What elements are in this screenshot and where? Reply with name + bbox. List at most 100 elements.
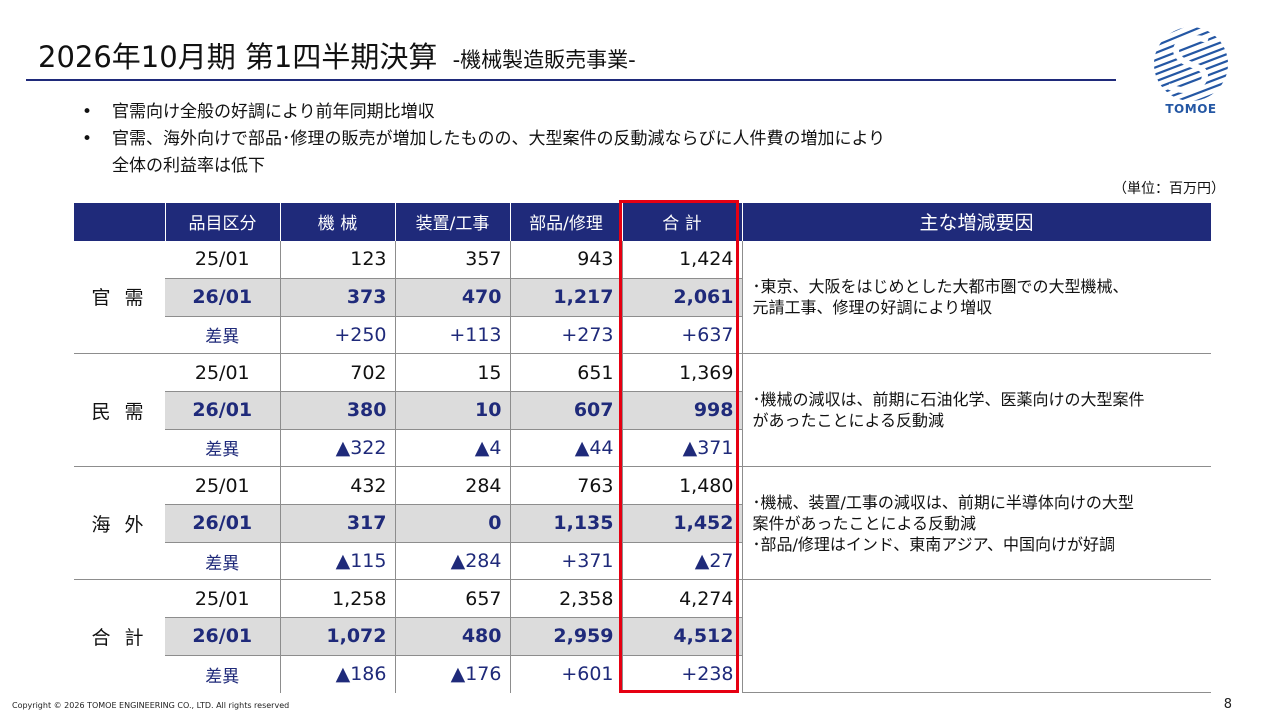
value-cell: 432 <box>280 466 396 505</box>
summary-bullets: • 官需向け全般の好調により前年同期比増収 • 官需、海外向けで部品･修理の販売が増… <box>82 99 885 180</box>
value-cell: 763 <box>510 466 623 505</box>
value-cell: 702 <box>280 353 396 392</box>
period-cell: 25/01 <box>165 466 281 505</box>
value-cell: +113 <box>395 316 511 355</box>
value-cell: ▲284 <box>395 542 511 581</box>
table-row: 合 計 25/01 1,258 657 2,358 4,274 <box>74 579 1211 694</box>
table-row: 官 需 25/01 123 357 943 1,424 ･東京、大阪をはじめとした大都市圏で… <box>74 240 1211 355</box>
table-row: 差異 ▲115 ▲284 +371 ▲27 <box>74 542 1211 581</box>
value-cell: +250 <box>280 316 396 355</box>
sales-table: 品目区分 機 械 装置/工事 部品/修理 合 計 主な増減要因 官 需 25/01… <box>74 203 1212 694</box>
factor-line: ･東京、大阪をはじめとした大都市圏での大型機械、 <box>752 276 1129 296</box>
table-row: 差異 +250 +113 +273 +637 <box>74 316 1211 355</box>
table-row: 海 外 25/01 432 284 763 1,480 ･機械、装置/工事の減収は、前期に半… <box>74 466 1211 581</box>
table-row: 差異 ▲186 ▲176 +601 +238 <box>74 655 1211 693</box>
value-cell: +238 <box>622 655 743 693</box>
factor-cell: ･機械の減収は、前期に石油化学、医薬向けの大型案件 があったことによる反動減 <box>742 353 1211 468</box>
factor-line: ･部品/修理はインド、東南アジア、中国向けが好調 <box>752 534 1116 554</box>
table-row: 26/01 317 0 1,135 1,452 <box>74 504 1211 543</box>
value-cell: ▲44 <box>510 429 623 468</box>
value-cell: 998 <box>622 391 743 430</box>
value-cell: 2,061 <box>622 278 743 317</box>
table-row: 26/01 1,072 480 2,959 4,512 <box>74 617 1211 656</box>
bullet-text-continued: 全体の利益率は低下 <box>112 156 265 176</box>
value-cell: 123 <box>280 240 396 279</box>
value-cell: 15 <box>395 353 511 392</box>
copyright: Copyright © 2026 TOMOE ENGINEERING CO., … <box>12 701 290 710</box>
factor-line: 元請工事、修理の好調により増収 <box>752 297 993 317</box>
logo-text: TOMOE <box>1165 102 1217 116</box>
table-row: 差異 ▲322 ▲4 ▲44 ▲371 <box>74 429 1211 468</box>
period-cell: 26/01 <box>165 617 281 656</box>
value-cell: +637 <box>622 316 743 355</box>
period-cell: 25/01 <box>165 353 281 392</box>
value-cell: 284 <box>395 466 511 505</box>
value-cell: 0 <box>395 504 511 543</box>
value-cell: 373 <box>280 278 396 317</box>
value-cell: 1,424 <box>622 240 743 279</box>
value-cell: 2,959 <box>510 617 623 656</box>
factor-cell <box>742 579 1211 694</box>
bullet-text: 官需向け全般の好調により前年同期比増収 <box>112 102 435 122</box>
value-cell: 317 <box>280 504 396 543</box>
table-header-row: 品目区分 機 械 装置/工事 部品/修理 合 計 主な増減要因 <box>74 203 1212 241</box>
value-cell: 943 <box>510 240 623 279</box>
value-cell: 480 <box>395 617 511 656</box>
value-cell: ▲186 <box>280 655 396 693</box>
bullet-item: • 官需向け全般の好調により前年同期比増収 <box>82 99 885 126</box>
value-cell: 657 <box>395 579 511 619</box>
value-cell: 2,358 <box>510 579 623 619</box>
title-subtitle: -機械製造販売事業- <box>452 48 636 72</box>
segment-label: 官 需 <box>74 240 165 355</box>
title-main: 2026年10月期 第1四半期決算 <box>38 40 438 74</box>
value-cell: +273 <box>510 316 623 355</box>
value-cell: +601 <box>510 655 623 693</box>
page-title: 2026年10月期 第1四半期決算 -機械製造販売事業- <box>38 34 636 76</box>
header-blank <box>74 203 166 241</box>
title-divider <box>26 79 1116 81</box>
factor-line: ･機械の減収は、前期に石油化学、医薬向けの大型案件 <box>752 390 1145 410</box>
factor-line: 案件があったことによる反動減 <box>752 513 977 533</box>
period-cell: 26/01 <box>165 504 281 543</box>
header-factors: 主な増減要因 <box>742 203 1212 241</box>
value-cell: 380 <box>280 391 396 430</box>
table-row: 26/01 373 470 1,217 2,061 <box>74 278 1211 317</box>
value-cell: ▲371 <box>622 429 743 468</box>
value-cell: ▲322 <box>280 429 396 468</box>
page-number: 8 <box>1223 697 1232 712</box>
value-cell: +371 <box>510 542 623 581</box>
period-cell: 26/01 <box>165 278 281 317</box>
period-cell: 差異 <box>165 429 281 468</box>
segment-label: 民 需 <box>74 353 165 468</box>
period-cell: 差異 <box>165 316 281 355</box>
period-cell: 25/01 <box>165 240 281 279</box>
bullet-marker: • <box>82 102 93 122</box>
factor-line: ･機械、装置/工事の減収は、前期に半導体向けの大型 <box>752 492 1134 512</box>
value-cell: 1,072 <box>280 617 396 656</box>
header-period: 品目区分 <box>165 203 281 241</box>
factor-line: があったことによる反動減 <box>752 411 945 431</box>
value-cell: 1,135 <box>510 504 623 543</box>
segment-label: 海 外 <box>74 466 165 581</box>
value-cell: 4,274 <box>622 579 743 619</box>
value-cell: 4,512 <box>622 617 743 656</box>
value-cell: 1,258 <box>280 579 396 619</box>
value-cell: ▲27 <box>622 542 743 581</box>
header-total: 合 計 <box>622 203 743 241</box>
table-row: 民 需 25/01 702 15 651 1,369 ･機械の減収は、前期に石油化学、医薬向… <box>74 353 1211 468</box>
value-cell: 1,217 <box>510 278 623 317</box>
value-cell: ▲176 <box>395 655 511 693</box>
factor-cell: ･東京、大阪をはじめとした大都市圏での大型機械、 元請工事、修理の好調により増収 <box>742 240 1211 355</box>
period-cell: 差異 <box>165 655 281 693</box>
value-cell: 1,452 <box>622 504 743 543</box>
value-cell: 607 <box>510 391 623 430</box>
segment-label: 合 計 <box>91 627 148 650</box>
bullet-text: 官需、海外向けで部品･修理の販売が増加したものの、大型案件の反動減ならびに人件費… <box>112 129 886 149</box>
value-cell: 357 <box>395 240 511 279</box>
value-cell: ▲115 <box>280 542 396 581</box>
factor-cell: ･機械、装置/工事の減収は、前期に半導体向けの大型 案件があったことによる反動減･… <box>742 466 1211 581</box>
period-cell: 26/01 <box>165 391 281 430</box>
value-cell: 470 <box>395 278 511 317</box>
tomoe-logo-icon <box>1154 27 1228 101</box>
value-cell: 1,369 <box>622 353 743 392</box>
